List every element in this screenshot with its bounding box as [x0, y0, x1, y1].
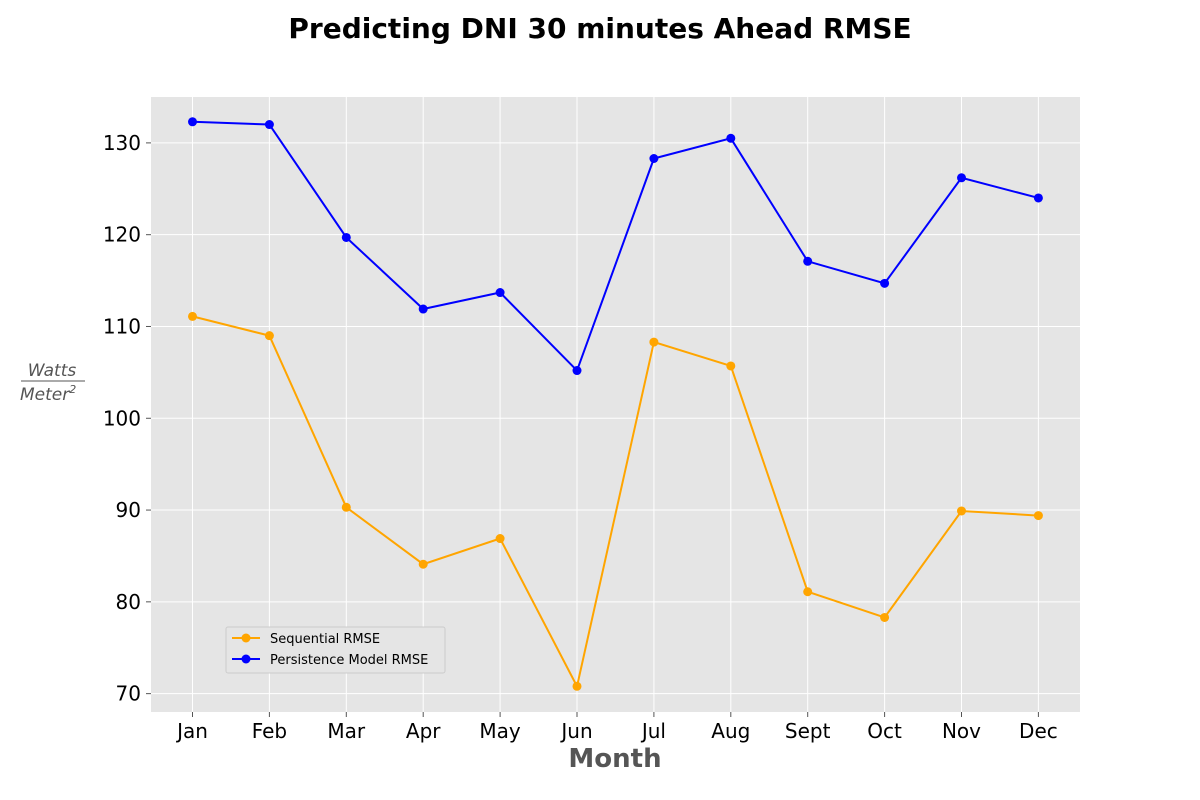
y-axis-label-exponent: 2 [69, 383, 76, 396]
x-tick-label: Dec [1019, 719, 1058, 743]
x-tick-label: Nov [942, 719, 981, 743]
data-point-s0-7 [726, 361, 736, 371]
data-point-s0-11 [1033, 511, 1043, 521]
x-tick-label: Mar [327, 719, 366, 743]
legend-item-persistence: Persistence Model RMSE [232, 653, 428, 668]
x-axis-ticks: Jan Feb Mar Apr May Jun Jul Aug Sept Oct Nov Dec [175, 712, 1058, 743]
legend-label-persistence: Persistence Model RMSE [270, 653, 428, 668]
y-axis-label-numerator: Watts [28, 361, 77, 381]
data-point-s0-4 [495, 534, 505, 544]
y-axis-label-denominator: Meter2 [20, 383, 76, 405]
data-point-s1-6 [649, 154, 659, 163]
data-point-s0-6 [649, 337, 659, 347]
data-point-s1-3 [418, 304, 428, 314]
y-tick-label: 80 [116, 590, 141, 614]
y-tick-label: 130 [103, 131, 141, 155]
data-point-s1-2 [341, 232, 351, 242]
legend-box [225, 626, 446, 674]
data-point-s1-1 [264, 120, 274, 130]
data-point-s1-0 [188, 117, 197, 127]
y-axis-label-denominator-text: Meter [20, 385, 70, 405]
chart-title: Predicting DNI 30 minutes Ahead RMSE [288, 12, 911, 45]
data-point-s0-5 [572, 681, 582, 691]
x-tick-label: Feb [252, 719, 287, 743]
data-point-s1-4 [495, 288, 505, 298]
data-point-s1-5 [572, 366, 582, 376]
legend-swatch-marker-persistence [241, 654, 251, 664]
x-axis-label: Month [568, 744, 661, 774]
data-point-s1-9 [880, 278, 890, 288]
data-point-s0-3 [418, 559, 428, 569]
data-point-s0-8 [803, 587, 813, 597]
x-tick-label: Jan [175, 719, 208, 743]
x-tick-label: Aug [711, 719, 750, 743]
y-tick-label: 100 [103, 406, 141, 430]
y-tick-label: 110 [103, 314, 141, 338]
y-axis-ticks: 70 80 90 100 110 120 130 [103, 131, 151, 706]
x-tick-label: Oct [867, 719, 902, 743]
y-tick-label: 90 [116, 498, 141, 522]
x-tick-label: Jul [640, 719, 666, 743]
x-tick-label: Apr [406, 719, 441, 743]
series-line-0 [192, 315, 1039, 690]
legend-swatch-marker-sequential [241, 633, 251, 643]
y-tick-label: 120 [103, 223, 141, 247]
y-axis-label: Watts Meter2 [20, 361, 85, 405]
legend: Sequential RMSE Persistence Model RMSE [225, 626, 446, 674]
legend-item-sequential: Sequential RMSE [232, 632, 380, 647]
x-tick-label: Sept [785, 719, 831, 743]
plot-area [151, 97, 1080, 712]
data-point-s1-7 [726, 133, 736, 143]
series [188, 117, 1043, 691]
data-point-s1-10 [957, 173, 966, 183]
x-tick-label: Jun [559, 719, 592, 743]
legend-label-sequential: Sequential RMSE [270, 632, 380, 647]
data-point-s1-8 [803, 256, 813, 266]
data-point-s0-10 [957, 506, 966, 516]
data-point-s0-1 [264, 331, 274, 341]
grid [151, 97, 1080, 712]
data-point-s0-0 [188, 311, 197, 321]
data-point-s0-2 [341, 502, 351, 512]
data-point-s0-9 [880, 612, 890, 622]
series-line-1 [192, 120, 1039, 373]
data-point-s1-11 [1033, 193, 1043, 203]
y-tick-label: 70 [116, 682, 141, 706]
x-tick-label: May [479, 719, 521, 743]
